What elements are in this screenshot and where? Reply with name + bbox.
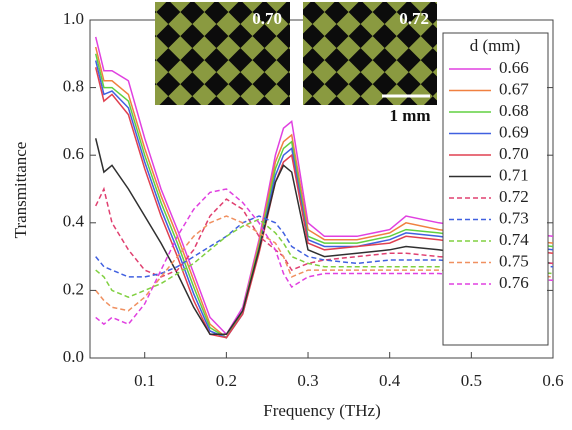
legend-title: d (mm) [470,36,521,55]
legend-label: 0.73 [499,208,529,227]
series-line [95,215,553,312]
legend-label: 0.70 [499,144,529,163]
series-line [95,186,553,278]
y-tick-label: 0.6 [63,144,84,163]
inset-label: 0.70 [252,9,282,28]
legend-label: 0.75 [499,251,529,270]
x-tick-label: 0.3 [297,371,318,390]
y-axis-label: Transmittance [11,142,30,239]
legend-box [442,32,549,346]
y-tick-label: 0.2 [63,279,84,298]
legend-label: 0.69 [499,122,529,141]
x-tick-label: 0.1 [134,371,155,390]
series-line [95,215,553,278]
legend-label: 0.74 [499,230,529,249]
legend-label: 0.68 [499,101,529,120]
series-line [95,218,553,299]
legend-label: 0.72 [499,187,529,206]
x-tick-label: 0.2 [216,371,237,390]
y-tick-label: 0.0 [63,347,84,366]
legend-label: 0.71 [499,165,529,184]
series-line [95,188,553,326]
inset-photo [303,2,437,105]
inset-photo [155,2,290,105]
series-line [94,67,553,339]
scale-label: 1 mm [389,106,430,125]
y-tick-label: 0.4 [63,212,85,231]
x-tick-label: 0.4 [379,371,401,390]
legend-label: 0.66 [499,58,529,77]
x-tick-label: 0.5 [461,371,482,390]
y-tick-label: 0.8 [63,77,84,96]
inset-label: 0.72 [399,9,429,28]
series-line [94,138,553,336]
y-tick-label: 1.0 [63,9,84,28]
x-tick-label: 0.6 [542,371,563,390]
x-axis-label: Frequency (THz) [263,401,381,420]
legend-label: 0.76 [499,273,529,292]
legend-label: 0.67 [499,79,529,98]
